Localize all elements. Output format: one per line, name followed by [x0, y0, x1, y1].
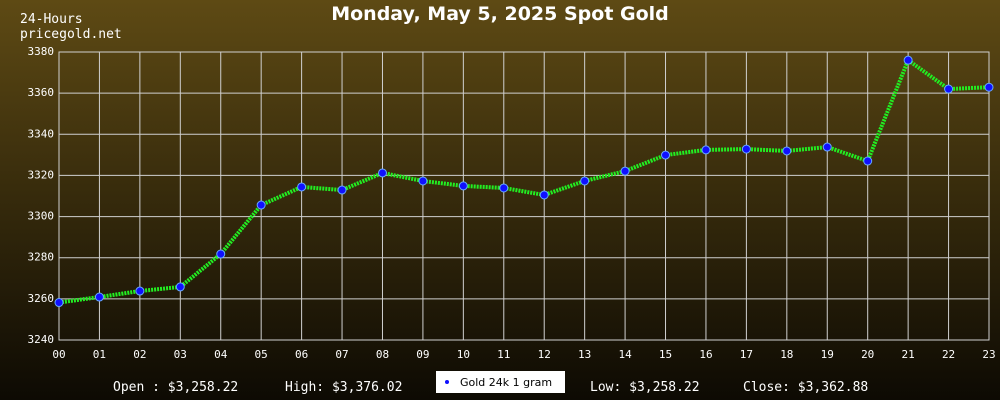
point	[539, 190, 549, 200]
y-tick-label: 3300	[28, 210, 55, 223]
stat: Open : $3,258.22	[113, 380, 238, 395]
legend-label: Gold 24k 1 gram	[460, 376, 552, 389]
point	[377, 168, 387, 178]
chart-title: Monday, May 5, 2025 Spot Gold	[331, 3, 669, 25]
point	[135, 286, 145, 296]
legend: Gold 24k 1 gram	[436, 371, 565, 393]
x-tick-label: 11	[497, 348, 510, 361]
point	[175, 282, 185, 292]
x-tick-label: 04	[214, 348, 228, 361]
point	[822, 142, 832, 152]
point	[216, 249, 226, 259]
x-tick-label: 16	[699, 348, 712, 361]
stat: Close: $3,362.88	[743, 380, 868, 395]
point	[458, 181, 468, 191]
x-tick-label: 21	[902, 348, 915, 361]
point	[256, 200, 266, 210]
x-tick-label: 18	[780, 348, 793, 361]
x-tick-label: 03	[174, 348, 187, 361]
point	[984, 82, 994, 92]
legend-box	[436, 371, 565, 393]
y-tick-label: 3280	[28, 251, 55, 264]
y-tick-label: 3380	[28, 45, 55, 58]
x-tick-label: 14	[618, 348, 632, 361]
x-tick-label: 08	[376, 348, 389, 361]
x-tick-label: 13	[578, 348, 591, 361]
stat: Low: $3,258.22	[590, 380, 700, 395]
y-tick-label: 3340	[28, 127, 55, 140]
y-tick-label: 3240	[28, 333, 55, 346]
x-tick-label: 19	[821, 348, 834, 361]
point	[782, 146, 792, 156]
y-tick-label: 3260	[28, 292, 55, 305]
point	[54, 298, 64, 308]
y-tick-label: 3320	[28, 168, 55, 181]
point	[661, 150, 671, 160]
x-tick-label: 05	[255, 348, 268, 361]
point	[620, 166, 630, 176]
x-tick-label: 17	[740, 348, 753, 361]
x-tick-label: 10	[457, 348, 470, 361]
point	[863, 156, 873, 166]
y-tick-label: 3360	[28, 86, 55, 99]
legend-marker	[445, 380, 449, 384]
point	[337, 185, 347, 195]
x-tick-label: 20	[861, 348, 874, 361]
x-tick-label: 07	[335, 348, 348, 361]
line	[58, 57, 990, 305]
point	[580, 176, 590, 186]
x-tick-label: 00	[52, 348, 65, 361]
x-tick-label: 01	[93, 348, 106, 361]
x-tick-label: 12	[538, 348, 551, 361]
subtitle: 24-Hours	[20, 12, 83, 27]
x-tick-label: 23	[982, 348, 995, 361]
x-tick-label: 09	[416, 348, 429, 361]
point	[418, 176, 428, 186]
point	[499, 183, 509, 193]
point	[297, 182, 307, 192]
x-tick-label: 15	[659, 348, 672, 361]
point	[701, 145, 711, 155]
x-tick-label: 06	[295, 348, 308, 361]
x-tick-label: 02	[133, 348, 146, 361]
point	[94, 292, 104, 302]
x-tick-label: 22	[942, 348, 955, 361]
point	[903, 55, 913, 65]
subtitle: pricegold.net	[20, 27, 122, 42]
point	[944, 84, 954, 94]
point	[741, 144, 751, 154]
stat: High: $3,376.02	[285, 380, 402, 395]
